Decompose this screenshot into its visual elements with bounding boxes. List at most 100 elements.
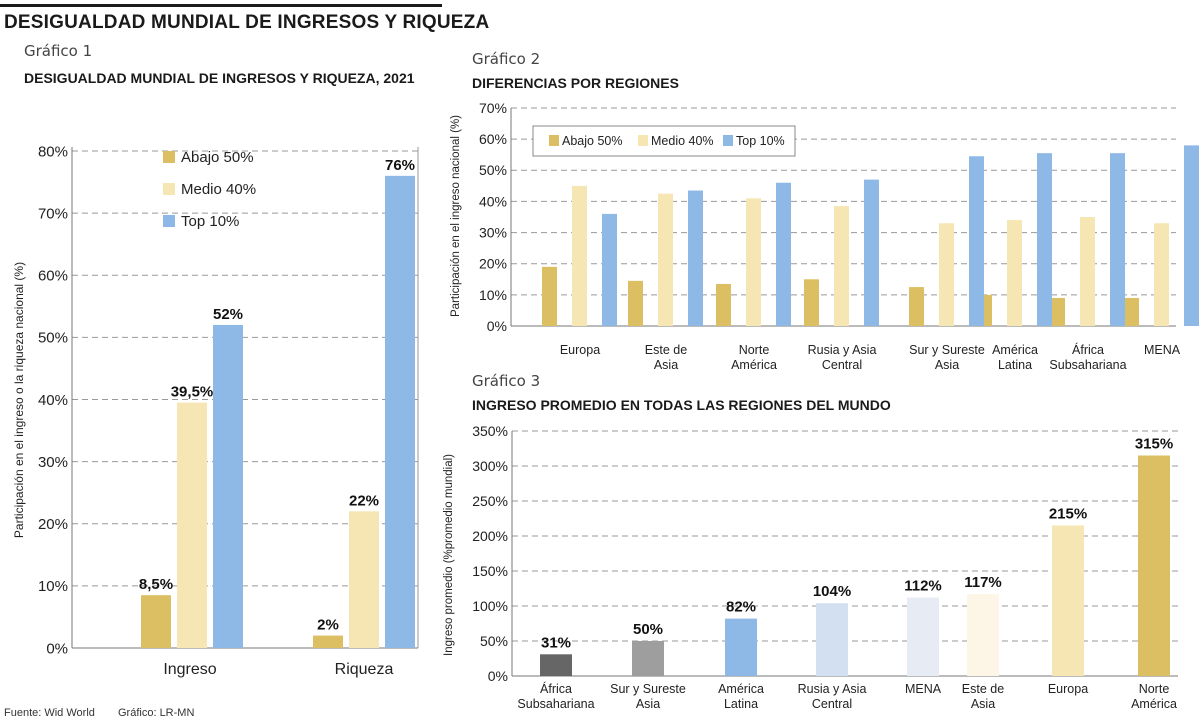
c3-bar [725, 618, 757, 676]
c3-ytick: 150% [472, 563, 508, 579]
c2-bar [864, 179, 879, 326]
c3-category-label: Latina [724, 697, 758, 711]
c3-value-label: 117% [964, 574, 1002, 591]
c3-ytick: 200% [472, 528, 508, 544]
c2-bar [1110, 153, 1125, 326]
c1-ytick: 50% [38, 330, 68, 347]
chart3-label: Gráfico 3 [472, 372, 541, 390]
c2-category-label: Asia [935, 358, 959, 372]
c2-bar [1050, 297, 1065, 326]
c3-category-label: Este de [962, 682, 1004, 696]
c1-ytick: 10% [38, 578, 68, 595]
c1-value-label: 22% [349, 492, 379, 509]
c3-category-label: Asia [971, 697, 995, 711]
c2-bar [1007, 220, 1022, 326]
c2-bar [969, 156, 984, 326]
c1-ytick: 60% [38, 268, 68, 285]
c1-legend-label: Medio 40% [181, 181, 256, 198]
c2-y-axis-title: Participación en el ingreso nacional (%) [450, 115, 462, 317]
c3-ytick: 0% [488, 668, 508, 684]
c2-bar [804, 279, 819, 326]
c2-category-label: Norte [739, 343, 770, 357]
c3-bar [1052, 525, 1084, 676]
c1-bar [213, 324, 243, 648]
c2-bar [542, 266, 557, 326]
c2-bar [776, 182, 791, 326]
c2-bar [572, 185, 587, 326]
c3-value-label: 215% [1049, 506, 1087, 523]
c2-category-label: Latina [998, 358, 1032, 372]
c3-bar [1138, 455, 1170, 676]
c1-value-label: 76% [385, 157, 415, 174]
c3-value-label: 82% [726, 599, 756, 616]
c3-value-label: 104% [813, 583, 851, 600]
c2-legend-label: Top 10% [736, 134, 785, 148]
c2-bar [909, 287, 924, 326]
c3-ytick: 350% [472, 423, 508, 439]
c2-category-label: Rusia y Asia [808, 343, 877, 357]
c1-legend-label: Top 10% [181, 213, 239, 230]
c1-legend-swatch [163, 215, 175, 227]
c1-y-axis-title: Participación en el ingreso o la riqueza… [12, 262, 26, 538]
c3-category-label: Asia [636, 697, 660, 711]
header-rule [0, 4, 442, 7]
c2-ytick: 70% [479, 100, 507, 116]
c3-bar [907, 597, 939, 676]
c2-bar [602, 213, 617, 326]
c2-category-label: Este de [645, 343, 687, 357]
c2-category-label: Subsahariana [1049, 358, 1126, 372]
c2-category-label: MENA [1144, 343, 1181, 357]
c1-bar [141, 595, 171, 648]
c1-value-label: 8,5% [139, 576, 173, 593]
c3-bar [632, 641, 664, 676]
c3-value-label: 31% [541, 634, 571, 651]
c3-category-label: América [718, 682, 764, 696]
c2-bar [688, 190, 703, 326]
c3-category-label: MENA [905, 682, 942, 696]
c1-category-label: Ingreso [163, 661, 216, 678]
c1-value-label: 52% [213, 306, 243, 323]
c3-value-label: 112% [904, 578, 942, 595]
c2-bar [716, 283, 731, 326]
c3-y-axis-title: Ingreso promedio (%promedio mundial) [443, 454, 455, 656]
c2-ytick: 20% [479, 256, 507, 272]
c2-ytick: 10% [479, 287, 507, 303]
c3-category-label: Europa [1048, 682, 1088, 696]
chart2-title: DIFERENCIAS POR REGIONES [472, 75, 679, 91]
c1-legend-label: Abajo 50% [181, 149, 254, 166]
c1-ytick: 40% [38, 392, 68, 409]
credit-note: Gráfico: LR-MN [118, 707, 195, 719]
c1-bar [349, 511, 379, 648]
c3-category-label: Rusia y Asia [798, 682, 867, 696]
c3-value-label: 50% [633, 621, 663, 638]
c2-category-label: África [1072, 342, 1104, 357]
c3-value-label: 315% [1135, 436, 1173, 453]
source-note: Fuente: Wid World [4, 707, 95, 719]
c1-bar [313, 635, 343, 648]
c1-value-label: 2% [317, 617, 339, 634]
c2-ytick: 50% [479, 162, 507, 178]
c1-legend-swatch [163, 183, 175, 195]
c3-ytick: 100% [472, 598, 508, 614]
c2-bar [1124, 297, 1139, 326]
c2-category-label: Central [822, 358, 862, 372]
c2-category-label: Europa [560, 343, 600, 357]
page-title: DESIGUALDAD MUNDIAL DE INGRESOS Y RIQUEZ… [4, 12, 490, 33]
c1-legend-swatch [163, 151, 175, 163]
c2-legend-swatch [723, 135, 733, 146]
c2-bar [1184, 145, 1199, 326]
c3-category-label: Central [812, 697, 852, 711]
c3-bar [967, 594, 999, 676]
c3-ytick: 300% [472, 458, 508, 474]
c1-ytick: 30% [38, 454, 68, 471]
c2-bar [939, 223, 954, 326]
c3-ytick: 50% [480, 633, 508, 649]
c1-ytick: 0% [46, 640, 68, 657]
c2-legend-label: Medio 40% [651, 134, 714, 148]
c3-category-label: Norte [1139, 682, 1170, 696]
c1-value-label: 39,5% [171, 384, 214, 401]
c1-category-label: Riqueza [335, 661, 394, 678]
c3-ytick: 250% [472, 493, 508, 509]
c2-ytick: 60% [479, 131, 507, 147]
